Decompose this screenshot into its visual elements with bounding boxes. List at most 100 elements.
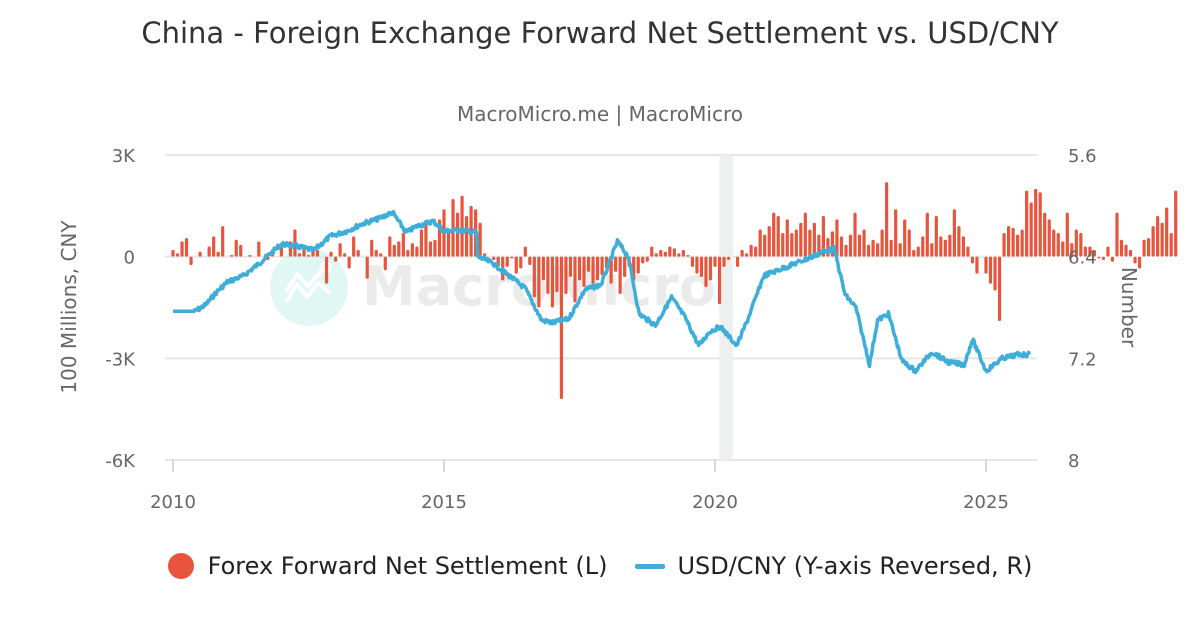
bar bbox=[528, 256, 532, 266]
bar bbox=[383, 256, 387, 271]
bar bbox=[948, 234, 952, 257]
bar bbox=[586, 256, 591, 272]
bar bbox=[546, 256, 550, 294]
bar bbox=[1056, 232, 1060, 257]
bar bbox=[248, 254, 252, 257]
bar bbox=[460, 195, 464, 257]
bar bbox=[1034, 188, 1038, 257]
bar bbox=[1052, 229, 1056, 257]
bar bbox=[338, 243, 342, 257]
bar bbox=[401, 232, 405, 257]
bar bbox=[1020, 229, 1024, 257]
bar bbox=[1043, 212, 1047, 257]
bar bbox=[1119, 239, 1124, 257]
legend: Forex Forward Net Settlement (L) USD/CNY… bbox=[0, 552, 1200, 580]
bar bbox=[234, 239, 238, 257]
left-axis-title: 100 Millions, CNY bbox=[57, 220, 81, 394]
circle-marker-icon bbox=[167, 553, 194, 579]
bar bbox=[794, 229, 798, 257]
chart-title: China - Foreign Exchange Forward Net Set… bbox=[141, 16, 1059, 50]
bar bbox=[406, 249, 410, 257]
bar bbox=[523, 246, 527, 257]
legend-item-forward-settlement[interactable]: Forex Forward Net Settlement (L) bbox=[167, 552, 608, 580]
bar bbox=[934, 216, 938, 257]
bar bbox=[302, 248, 306, 257]
bar bbox=[550, 256, 554, 308]
x-tick-label: 2015 bbox=[421, 492, 467, 513]
bar bbox=[898, 243, 902, 257]
legend-label: USD/CNY (Y-axis Reversed, R) bbox=[677, 552, 1033, 580]
bar bbox=[324, 256, 329, 284]
bar bbox=[880, 229, 884, 257]
bar bbox=[993, 256, 997, 291]
bar bbox=[257, 241, 261, 257]
bar bbox=[808, 229, 812, 257]
bar bbox=[1165, 207, 1169, 257]
bar bbox=[464, 216, 469, 257]
bar bbox=[424, 222, 428, 257]
bar bbox=[916, 246, 920, 257]
bar bbox=[446, 231, 451, 257]
bar bbox=[659, 249, 663, 257]
bar bbox=[988, 256, 993, 284]
legend-label: Forex Forward Net Settlement (L) bbox=[207, 552, 608, 580]
bar bbox=[636, 256, 640, 274]
bar bbox=[907, 229, 911, 257]
bar bbox=[1115, 212, 1119, 257]
bar bbox=[1047, 219, 1051, 257]
bar bbox=[568, 256, 573, 277]
bar bbox=[600, 256, 604, 276]
bar bbox=[1038, 192, 1042, 257]
bar bbox=[297, 253, 302, 257]
bar bbox=[1106, 246, 1110, 257]
bar bbox=[492, 256, 496, 261]
bar bbox=[690, 256, 695, 267]
bar bbox=[853, 212, 857, 257]
bar bbox=[451, 199, 455, 257]
bar bbox=[975, 256, 979, 274]
bar bbox=[767, 226, 771, 257]
bar bbox=[740, 249, 744, 257]
right-axis-title: Number bbox=[1117, 267, 1141, 348]
bar bbox=[857, 234, 862, 257]
bar bbox=[614, 256, 618, 272]
bar bbox=[663, 251, 667, 257]
bar bbox=[306, 254, 311, 257]
bar bbox=[939, 236, 943, 257]
bar bbox=[758, 229, 762, 257]
bar bbox=[397, 241, 401, 257]
bar bbox=[347, 256, 351, 269]
legend-item-usdcny[interactable]: USD/CNY (Y-axis Reversed, R) bbox=[635, 552, 1032, 580]
bar bbox=[776, 216, 780, 257]
left-tick-label: -3K bbox=[105, 349, 136, 370]
bar bbox=[1070, 243, 1074, 257]
right-tick-label: 7.2 bbox=[1068, 349, 1097, 370]
bar bbox=[943, 239, 947, 257]
bar bbox=[749, 244, 753, 257]
bar bbox=[532, 256, 536, 298]
bar-series bbox=[171, 182, 1178, 399]
bar bbox=[726, 256, 731, 261]
bar bbox=[1110, 256, 1115, 262]
bar bbox=[1169, 232, 1173, 257]
bar bbox=[365, 256, 369, 279]
bar bbox=[925, 212, 929, 257]
bar bbox=[957, 226, 961, 257]
bar bbox=[1002, 232, 1006, 257]
bar bbox=[352, 236, 356, 257]
bar bbox=[370, 239, 374, 257]
bar bbox=[681, 249, 685, 257]
bar bbox=[374, 249, 378, 257]
bar bbox=[699, 256, 704, 277]
bar bbox=[239, 244, 243, 257]
bar bbox=[921, 236, 925, 257]
bar bbox=[541, 256, 545, 281]
bar bbox=[1137, 256, 1142, 269]
bar bbox=[559, 256, 564, 399]
left-tick-label: 0 bbox=[124, 248, 135, 269]
bar bbox=[1016, 234, 1020, 257]
bar bbox=[564, 256, 568, 294]
shaded-region bbox=[719, 155, 733, 460]
chart-subtitle: MacroMicro.me | MacroMicro bbox=[457, 102, 743, 126]
bar bbox=[1160, 222, 1164, 257]
